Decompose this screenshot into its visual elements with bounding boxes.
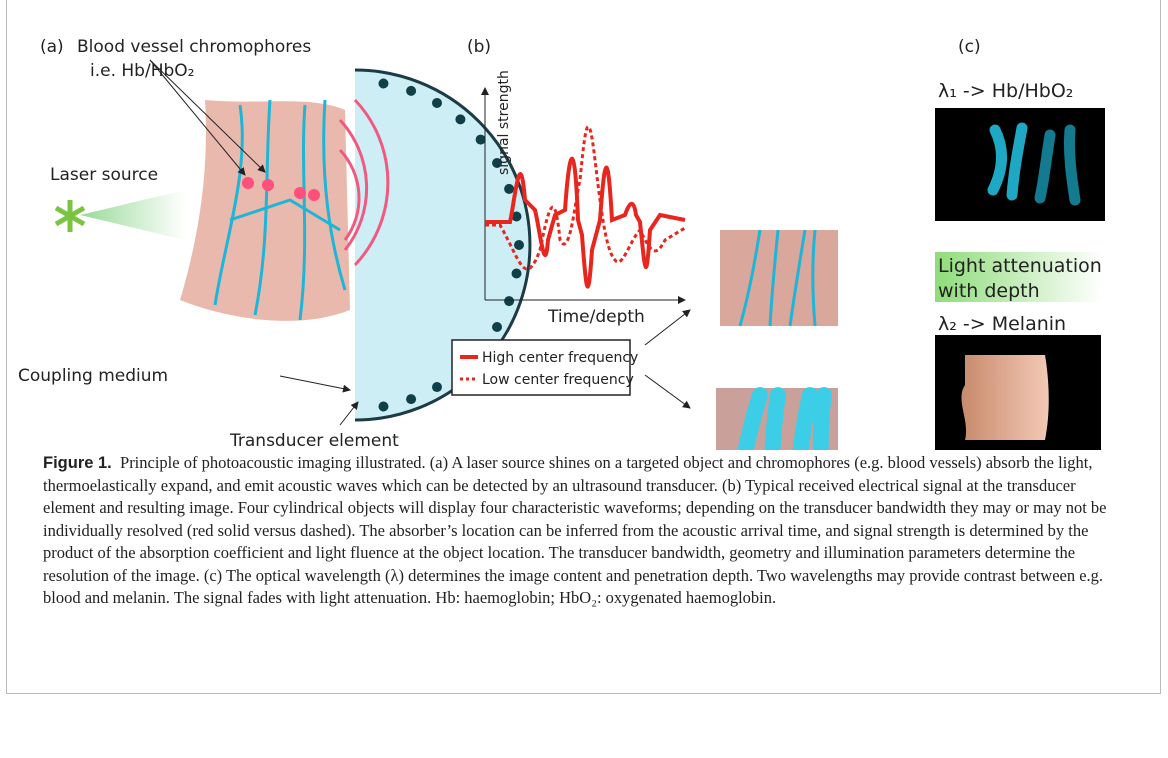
panel-label: (c) [958,37,981,57]
laser-beam [80,190,185,240]
figure: (a) Blood vessel chromophores i.e. Hb/Hb… [0,0,1168,450]
transducer-element [476,135,486,145]
result-image [720,230,838,326]
arrow [280,376,350,390]
transducer-element [492,322,502,332]
coupling-label: Coupling medium [18,366,168,386]
panel-label: (a) [40,37,64,57]
transducer-element [378,78,388,88]
y-axis-label: signal strength [496,70,512,175]
transducer-element [406,86,416,96]
caption-text: Principle of photoacoustic imaging illus… [43,453,1106,607]
arrow [645,310,690,345]
arrow [645,375,690,408]
attenuation-label: with depth [938,280,1040,302]
legend-entry: High center frequency [482,350,638,366]
transducer-element [432,98,442,108]
caption: Figure 1. Principle of photoacoustic ima… [43,452,1128,610]
page: (a) Blood vessel chromophores i.e. Hb/Hb… [0,0,1168,758]
x-axis-label: Time/depth [547,307,645,327]
attenuation-label: Light attenuation [938,255,1102,277]
laser-source [56,200,84,232]
wavelength-label: λ₁ -> Hb/HbO₂ [938,80,1073,102]
vessel-label: Blood vessel chromophores [77,37,311,57]
transducer-element [512,268,522,278]
wavelength-label: λ₂ -> Melanin [938,313,1066,335]
vessel-label: i.e. Hb/HbO₂ [90,61,194,81]
transducer-element [378,402,388,412]
laser-label: Laser source [50,165,158,185]
transducer-label: Transducer element [229,431,399,450]
transducer-element [406,394,416,404]
transducer-element [455,114,465,124]
transducer-element [514,240,524,250]
panel-label: (b) [467,37,491,57]
caption-label: Figure 1. [43,454,112,472]
transducer-element [504,184,514,194]
legend-entry: Low center frequency [482,372,634,388]
transducer-element [504,296,514,306]
melanin [961,355,1048,440]
transducer-element [432,382,442,392]
